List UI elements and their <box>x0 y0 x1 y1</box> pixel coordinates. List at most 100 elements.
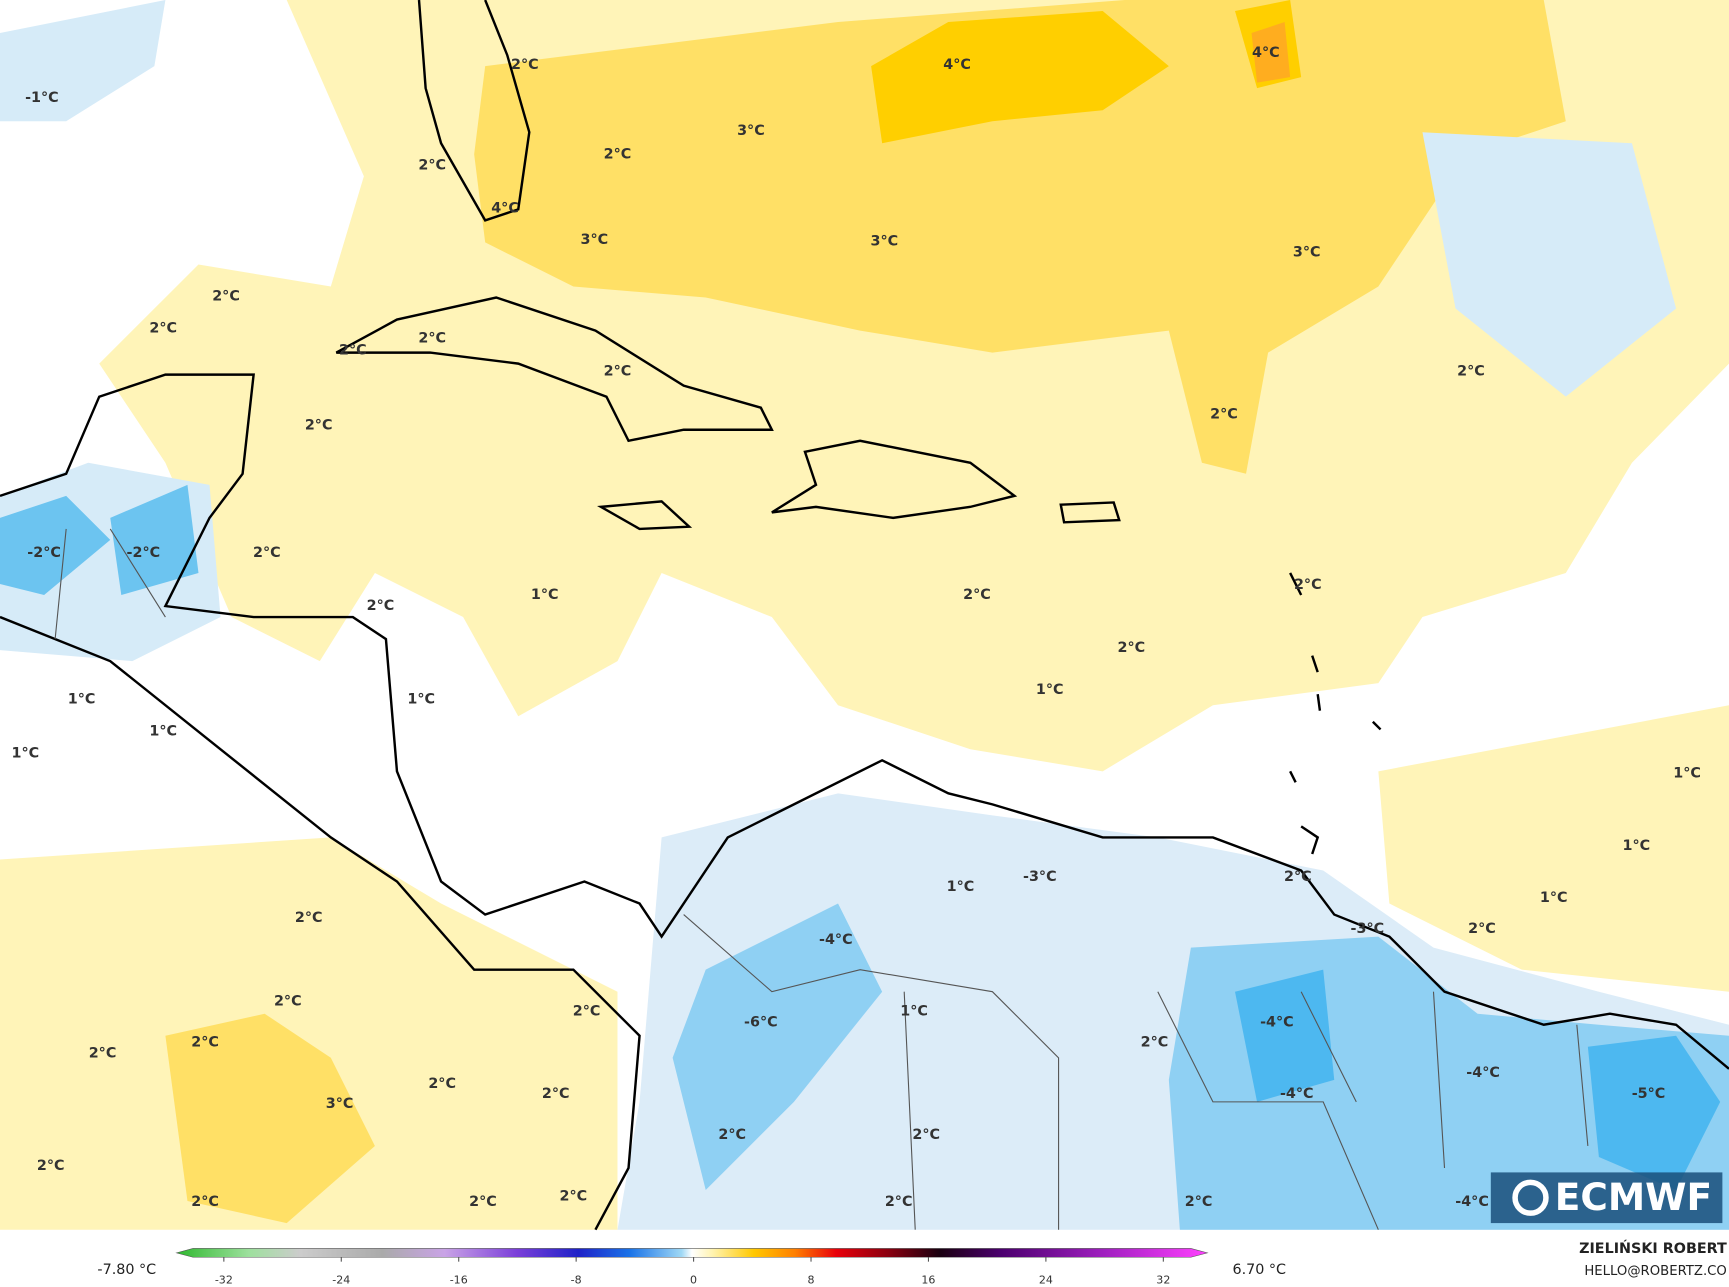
anomaly-label: 3°C <box>326 1096 354 1112</box>
anomaly-label: 2°C <box>912 1127 940 1143</box>
anomaly-label: 2°C <box>253 545 281 561</box>
cool-area <box>1235 969 1721 1191</box>
anomaly-label: 2°C <box>604 363 632 379</box>
anomaly-label: 2°C <box>885 1194 913 1210</box>
warm-area <box>474 0 1566 474</box>
anomaly-labels: -1°C 2°C 2°C 2°C 4°C 3°C 4°C 4°C 3°C 3°C 3°C 2°C 2°C… <box>12 45 1701 1210</box>
anomaly-label: -3°C <box>1351 921 1385 937</box>
anomaly-label: 2°C <box>963 587 991 603</box>
colorbar-tick-label: 0 <box>690 1274 697 1287</box>
map: -1°C 2°C 2°C 2°C 4°C 3°C 4°C 4°C 3°C 3°C 3°C 2°C 2°C… <box>0 0 1729 1231</box>
anomaly-label: 2°C <box>718 1127 746 1143</box>
anomaly-label: 2°C <box>1118 640 1146 656</box>
anomaly-label: 1°C <box>1673 766 1701 782</box>
coastline <box>335 296 774 443</box>
anomaly-label: 2°C <box>511 57 539 73</box>
anomaly-label: 2°C <box>1457 363 1485 379</box>
anomaly-label: 4°C <box>943 57 971 73</box>
anomaly-label: 2°C <box>191 1034 219 1050</box>
colorbar-tick-label: 24 <box>1039 1274 1053 1287</box>
credit-author: ZIELIŃSKI ROBERT <box>1579 1239 1727 1257</box>
anomaly-label: 4°C <box>491 200 519 216</box>
anomaly-label: 2°C <box>274 994 302 1010</box>
anomaly-label: 2°C <box>604 146 632 162</box>
anomaly-label: 3°C <box>1293 244 1321 260</box>
anomaly-label: 1°C <box>947 879 975 895</box>
coastline <box>0 373 1729 1070</box>
anomaly-label: 2°C <box>191 1194 219 1210</box>
anomaly-label: 1°C <box>68 692 96 708</box>
anomaly-label: 2°C <box>37 1158 65 1174</box>
logo-text: ECMWF <box>1555 1175 1712 1219</box>
anomaly-label: -4°C <box>819 932 853 948</box>
cool-area <box>672 903 1729 1230</box>
anomaly-label: 2°C <box>573 1004 601 1020</box>
anomaly-label: 2°C <box>1185 1194 1213 1210</box>
anomaly-label: 4°C <box>1252 45 1280 61</box>
anomaly-label: 1°C <box>407 692 435 708</box>
colorbar-tick-label: -8 <box>571 1274 582 1287</box>
cool-area <box>0 484 199 596</box>
anomaly-label: -1°C <box>25 90 59 106</box>
anomaly-label: 2°C <box>1294 577 1322 593</box>
anomaly-label: 2°C <box>305 417 333 433</box>
anomaly-label: 3°C <box>581 232 609 248</box>
colorbar-tick-label: -24 <box>332 1274 350 1287</box>
anomaly-label: -6°C <box>744 1015 778 1031</box>
anomaly-label: -3°C <box>1023 869 1057 885</box>
anomaly-label: 2°C <box>295 910 323 926</box>
border <box>54 528 1589 1230</box>
anomaly-label: 1°C <box>1540 890 1568 906</box>
anomaly-label: 3°C <box>737 123 765 139</box>
coastline <box>417 0 531 222</box>
anomaly-label: 1°C <box>1623 838 1651 854</box>
coastline <box>0 615 641 1231</box>
anomaly-label: 2°C <box>418 157 446 173</box>
anomaly-label: 2°C <box>1210 406 1238 422</box>
colorbar-min: -7.80 °C <box>97 1262 156 1278</box>
anomaly-label: 2°C <box>212 288 240 304</box>
anomaly-label: 2°C <box>1468 921 1496 937</box>
anomaly-label: 2°C <box>560 1189 588 1205</box>
colorbar-tick-label: -16 <box>450 1274 468 1287</box>
anomaly-label: 2°C <box>469 1194 497 1210</box>
warm-area <box>0 705 1729 1230</box>
warm-area <box>871 0 1302 144</box>
colorbar: -7.80 °C 6.70 °C -32 -24 -16 -8 0 8 16 24 32 <box>97 1248 1286 1287</box>
anomaly-label: -2°C <box>27 545 61 561</box>
anomaly-label: 2°C <box>542 1086 570 1102</box>
credit-contact: HELLO@ROBERTZ.CO <box>1584 1264 1726 1279</box>
anomaly-label: -2°C <box>127 545 161 561</box>
anomaly-label: 2°C <box>339 342 367 358</box>
logo: ECMWF <box>1490 1172 1723 1224</box>
anomaly-label: -4°C <box>1455 1194 1489 1210</box>
anomaly-label: -4°C <box>1466 1065 1500 1081</box>
anomaly-label: 1°C <box>900 1004 928 1020</box>
anomaly-label: 2°C <box>149 320 177 336</box>
anomaly-label: 2°C <box>418 330 446 346</box>
colorbar-tick-label: 8 <box>808 1274 815 1287</box>
anomaly-label: -4°C <box>1280 1086 1314 1102</box>
colorbar-max: 6.70 °C <box>1232 1262 1286 1278</box>
anomaly-label: 1°C <box>12 746 40 762</box>
anomaly-label: 1°C <box>531 587 559 603</box>
anomaly-label: 2°C <box>367 598 395 614</box>
anomaly-label: 2°C <box>89 1045 117 1061</box>
colorbar-bar <box>175 1248 1209 1258</box>
cool-area <box>0 0 1677 662</box>
colorbar-tick-label: 16 <box>921 1274 935 1287</box>
coastline <box>597 439 1121 531</box>
coastline <box>1289 572 1382 855</box>
warm-area <box>165 1013 375 1224</box>
anomaly-label: -4°C <box>1260 1015 1294 1031</box>
anomaly-label: 2°C <box>428 1076 456 1092</box>
anomaly-label: -5°C <box>1632 1086 1666 1102</box>
anomaly-label: 1°C <box>149 724 177 740</box>
logo-icon <box>1512 1179 1549 1216</box>
anomaly-label: 1°C <box>1036 682 1064 698</box>
warm-area <box>1251 22 1291 83</box>
colorbar-tick-label: 32 <box>1156 1274 1170 1287</box>
colorbar-tick-label: -32 <box>215 1274 233 1287</box>
anomaly-label: 2°C <box>1141 1034 1169 1050</box>
